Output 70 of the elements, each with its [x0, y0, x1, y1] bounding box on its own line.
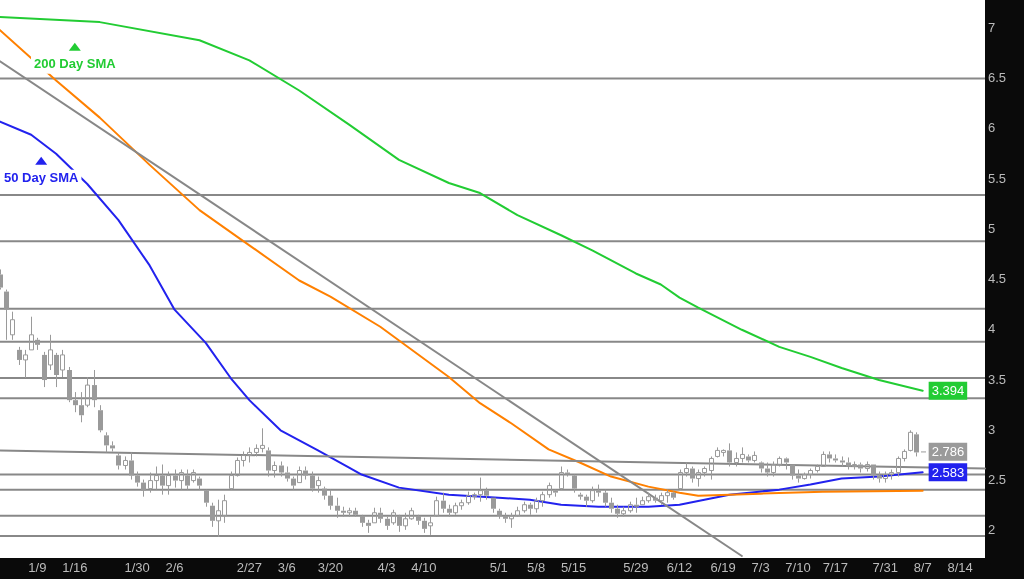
- annotation: 2.786: [931, 444, 965, 460]
- candlestick: [10, 311, 15, 341]
- candlestick: [572, 475, 577, 494]
- x-tick-label: 8/7: [913, 560, 932, 576]
- candlestick: [92, 369, 97, 408]
- candlestick: [135, 471, 140, 488]
- y-tick-label: 6.5: [988, 70, 1007, 85]
- candlestick: [833, 453, 838, 463]
- candlestick: [335, 497, 340, 519]
- candlestick: [609, 497, 614, 514]
- legend-label: 200 Day SMA: [33, 56, 117, 72]
- candlestick: [759, 462, 764, 474]
- candlestick: [790, 464, 795, 481]
- y-tick-label: 2: [988, 522, 996, 538]
- y-tick-label: 5.5: [988, 170, 1007, 186]
- candlestick: [4, 289, 9, 341]
- y-tick-label: 4: [988, 321, 996, 337]
- x-tick-label: 7/3: [751, 560, 770, 576]
- x-tick-label: 1/16: [62, 560, 88, 576]
- data-label: 2.583: [931, 464, 965, 480]
- candlestick: [784, 458, 789, 471]
- x-tick-label: 5/29: [623, 560, 649, 576]
- x-tick-label: 7/17: [822, 560, 849, 576]
- y-tick-label: 7: [988, 19, 996, 35]
- x-tick-label: 4/3: [377, 560, 396, 576]
- candlestick: [110, 440, 115, 452]
- candlestick: [204, 490, 209, 508]
- candlestick: [603, 489, 608, 508]
- y-tick-label: 3: [988, 421, 996, 437]
- candlestick: [360, 515, 365, 528]
- x-tick-label: 4/10: [411, 560, 437, 576]
- x-tick-label: 2/6: [165, 560, 184, 576]
- candlestick: [98, 404, 103, 433]
- candlestick: [497, 508, 502, 520]
- x-tick-label: 1/30: [124, 560, 150, 576]
- candlestick: [441, 492, 446, 514]
- x-tick-label: 7/10: [785, 560, 811, 576]
- x-tick-label: 8/14: [947, 560, 973, 576]
- candlestick: [328, 489, 333, 511]
- candlestick: [285, 466, 290, 483]
- x-tick-label: 1/9: [28, 560, 47, 576]
- candlestick: [116, 451, 121, 471]
- candlestick: [67, 366, 72, 403]
- candlestick: [73, 391, 78, 413]
- y-tick-label: 3.5: [988, 371, 1007, 387]
- candlestick: [322, 486, 327, 501]
- data-label: 3.394: [931, 383, 965, 399]
- x-tick-label: 5/8: [527, 560, 546, 576]
- x-tick-label: 3/6: [277, 560, 296, 576]
- x-tick-label: 3/20: [317, 560, 344, 576]
- x-tick-label: 6/12: [666, 560, 693, 576]
- candlestick: [709, 455, 714, 481]
- y-tick-label: 6: [988, 120, 996, 136]
- candlestick: [491, 497, 496, 514]
- candlestick: [141, 479, 146, 498]
- candlestick: [279, 460, 284, 478]
- x-tick-label: 6/19: [710, 560, 736, 576]
- x-tick-label: 7/31: [872, 560, 898, 576]
- y-tick-label: 4.5: [988, 271, 1007, 287]
- x-tick-label: 5/15: [560, 560, 587, 576]
- candlestick: [416, 515, 421, 526]
- candlestick: [578, 492, 583, 501]
- x-tick-label: 5/1: [489, 560, 508, 576]
- legend-label: 50 Day SMA: [4, 170, 80, 186]
- candlestick: [366, 519, 371, 534]
- y-tick-label: 5: [988, 220, 996, 236]
- candlestick: [840, 455, 845, 468]
- y-tick-label: 2.5: [988, 472, 1007, 488]
- candlestick: [104, 431, 109, 453]
- x-tick-label: 2/27: [236, 560, 263, 576]
